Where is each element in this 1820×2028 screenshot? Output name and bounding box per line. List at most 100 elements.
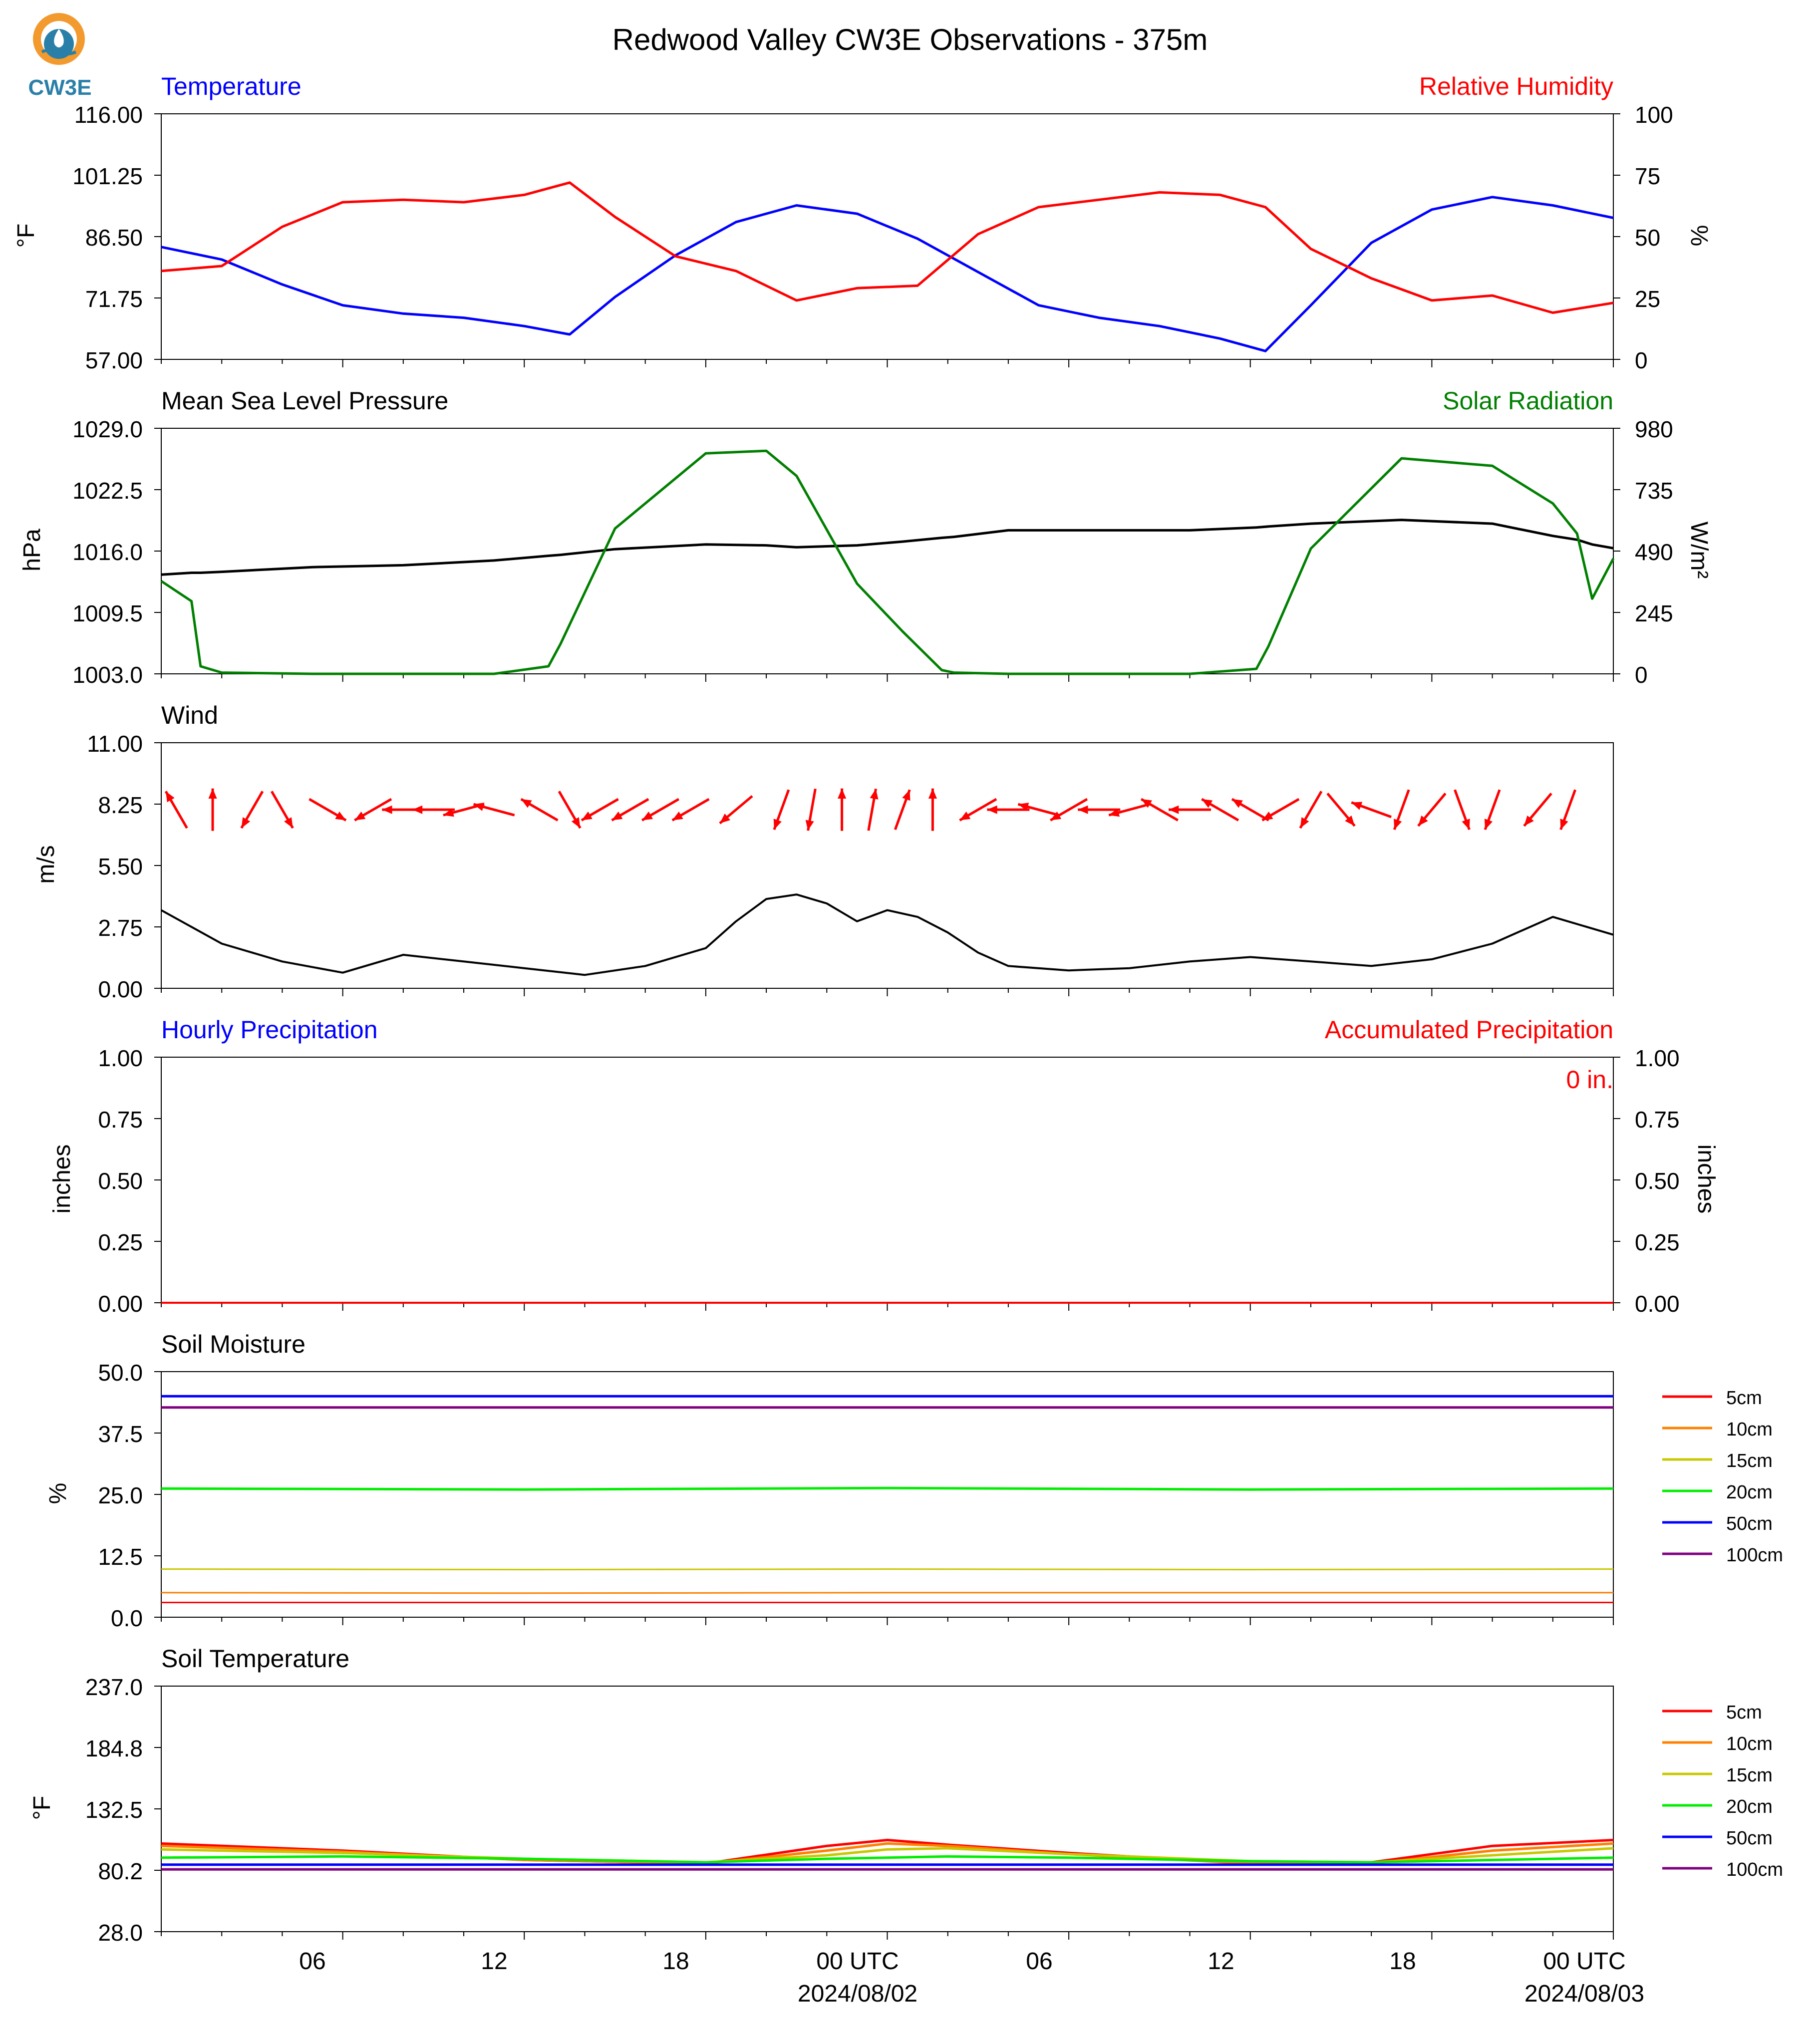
- solar-tick: 245: [1635, 600, 1673, 626]
- panel-wind: Wind m/s 11.00 8.25 5.50 2.75 0.00: [33, 701, 218, 1002]
- pressure-tick: 1003.0: [72, 662, 143, 688]
- soil-temperature-tick: 80.2: [98, 1858, 143, 1884]
- precip-tick-right: 0.75: [1635, 1107, 1680, 1133]
- pressure-tick: 1029.0: [72, 416, 143, 442]
- legend-label: 10cm: [1726, 1419, 1773, 1440]
- wind-tick: 5.50: [98, 854, 143, 879]
- legend-label: 20cm: [1726, 1796, 1773, 1817]
- wind-arrow-head: [166, 791, 175, 803]
- solar-title: Solar Radiation: [1443, 387, 1613, 415]
- legend-label: 100cm: [1726, 1859, 1783, 1880]
- humidity-tick: 0: [1635, 347, 1648, 373]
- solar-tick: 0: [1635, 662, 1648, 688]
- precip-tick: 0.50: [98, 1168, 143, 1194]
- soil-temperature-ylabel: °F: [29, 1796, 55, 1820]
- x-tick-label: 00 UTC: [1543, 1948, 1625, 1975]
- precip-tick-right: 0.25: [1635, 1229, 1680, 1255]
- wind-arrow-head: [672, 811, 683, 821]
- panel-temperature: Temperature Relative Humidity °F % 116.0…: [13, 72, 1712, 373]
- wind-arrow-head: [1202, 799, 1213, 808]
- wind-arrow-head: [870, 789, 879, 800]
- precip-tick: 0.75: [98, 1107, 143, 1133]
- temperature-tick: 116.00: [74, 102, 143, 128]
- wind-tick: 11.00: [87, 731, 143, 757]
- pressure-line: [161, 519, 1614, 576]
- legend-label: 50cm: [1726, 1828, 1773, 1849]
- legend-label: 5cm: [1726, 1388, 1762, 1409]
- precip-tick-right: 0.50: [1635, 1168, 1680, 1194]
- temperature-title: Temperature: [161, 72, 302, 100]
- wind-arrow-head: [284, 817, 293, 828]
- precip-ylabel-left: inches: [49, 1145, 75, 1214]
- soil-temperature-tick: 28.0: [98, 1920, 143, 1946]
- temperature-tick: 101.25: [72, 163, 143, 189]
- legend-label: 5cm: [1726, 1702, 1762, 1723]
- precip-ylabel-right: inches: [1693, 1145, 1719, 1214]
- pressure-tick: 1009.5: [72, 600, 143, 626]
- wind-arrow-head: [241, 817, 251, 828]
- wind-arrow-head: [959, 811, 971, 821]
- accum-precip-title: Accumulated Precipitation: [1325, 1016, 1613, 1044]
- soil-moisture-tick: 37.5: [98, 1421, 143, 1447]
- solar-ylabel: W/m²: [1686, 522, 1712, 579]
- x-tick-label: 00 UTC: [816, 1948, 899, 1975]
- wind-arrow-head: [521, 799, 532, 808]
- x-date-label: 2024/08/03: [1524, 1981, 1644, 2007]
- wind-arrow-head: [581, 811, 593, 821]
- humidity-line: [161, 181, 1614, 314]
- wind-title: Wind: [161, 701, 218, 729]
- temperature-tick: 71.75: [85, 286, 143, 312]
- wind-arrow-head: [773, 819, 782, 830]
- wind-arrow-head: [412, 805, 423, 814]
- x-axis: 06 12 18 00 UTC 06 12 18 00 UTC 2024/08/…: [299, 1948, 1644, 2007]
- soil-temperature-line: [161, 1855, 1614, 1864]
- wind-arrow-head: [1484, 819, 1493, 830]
- panel-soil-temperature: Soil Temperature °F 237.0 184.8 132.5 80…: [29, 1645, 349, 1946]
- wind-tick: 2.75: [98, 915, 143, 941]
- temperature-line: [161, 196, 1614, 352]
- pressure-ylabel: hPa: [19, 529, 45, 572]
- humidity-tick: 100: [1635, 102, 1673, 128]
- legend-label: 50cm: [1726, 1513, 1773, 1534]
- soil-moisture-line: [161, 1486, 1614, 1491]
- wind-arrow-head: [354, 811, 366, 821]
- legend-label: 15cm: [1726, 1765, 1773, 1786]
- legend-label: 20cm: [1726, 1482, 1773, 1503]
- x-tick-label: 18: [662, 1948, 689, 1975]
- wind-arrow-head: [335, 811, 346, 821]
- pressure-tick: 1022.5: [72, 478, 143, 504]
- logo-text: CW3E: [28, 75, 91, 100]
- wind-arrow-head: [1050, 811, 1062, 821]
- wind-arrow-head: [473, 803, 485, 811]
- soil-moisture-tick: 50.0: [98, 1360, 143, 1386]
- wind-arrow-head: [642, 811, 653, 821]
- wind-ylabel: m/s: [33, 845, 59, 883]
- soil-temperature-tick: 237.0: [85, 1674, 143, 1700]
- wind-tick: 0.00: [98, 976, 143, 1002]
- x-date-label: 2024/08/02: [798, 1981, 917, 2007]
- wind-arrow-head: [1394, 819, 1402, 830]
- wind-arrow-head: [928, 788, 937, 799]
- wind-tick: 8.25: [98, 792, 143, 818]
- wind-arrow-head: [719, 813, 730, 824]
- temperature-tick: 57.00: [85, 347, 143, 373]
- solar-line: [160, 449, 1615, 675]
- precip-tick-right: 0.00: [1635, 1291, 1680, 1317]
- wind-arrow-head: [1109, 808, 1120, 817]
- precip-tick: 0.00: [98, 1291, 143, 1317]
- wind-arrow-head: [805, 820, 814, 831]
- humidity-tick: 75: [1635, 163, 1660, 189]
- temperature-tick: 86.50: [85, 225, 143, 251]
- panel-pressure: Mean Sea Level Pressure Solar Radiation …: [19, 387, 1712, 688]
- soil-temperature-title: Soil Temperature: [161, 1645, 349, 1673]
- soil-moisture-tick: 25.0: [98, 1482, 143, 1508]
- x-tick-label: 12: [481, 1948, 507, 1975]
- wind-arrow-head: [382, 805, 392, 814]
- soil-moisture-tick: 0.0: [111, 1605, 143, 1631]
- wind-arrow-head: [571, 817, 581, 828]
- precip-total: 0 in.: [1566, 1066, 1613, 1094]
- wind-arrow-head: [987, 805, 997, 814]
- wind-arrow-head: [611, 811, 623, 821]
